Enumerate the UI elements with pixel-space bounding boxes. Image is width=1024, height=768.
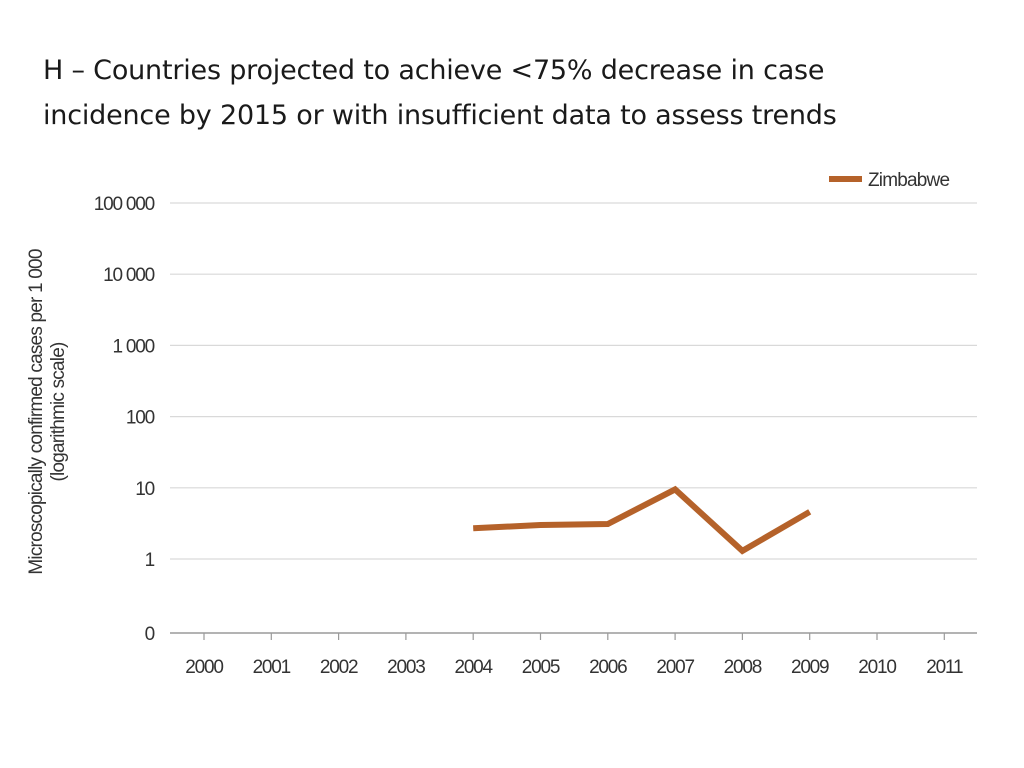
y-tick-label: 0 (145, 624, 155, 645)
x-tick-label: 2002 (320, 657, 358, 678)
y-tick-label: 1 000 (112, 336, 154, 357)
y-tick-label: 100 000 (94, 194, 155, 215)
y-tick-label: 10 (135, 479, 154, 500)
y-tick-label: 1 (145, 550, 155, 571)
series-line-zimbabwe (473, 485, 812, 555)
x-tick-label: 2000 (185, 657, 223, 678)
y-tick-label: 10 000 (103, 265, 155, 286)
x-tick-label: 2004 (454, 657, 493, 678)
chart-title-line-2: incidence by 2015 or with insufficient d… (43, 100, 837, 131)
x-tick-label: 2009 (791, 657, 829, 678)
y-axis-title-line-2: (logarithmic scale) (48, 342, 69, 481)
grid-lines (170, 202, 977, 560)
x-tick-label: 2008 (724, 657, 762, 678)
x-tick-label: 2011 (926, 657, 963, 678)
series-lines (473, 485, 812, 555)
legend: Zimbabwe (829, 170, 950, 191)
x-tick-label: 2003 (387, 657, 425, 678)
y-tick-label: 100 (126, 408, 155, 429)
x-tick-label: 2010 (858, 657, 896, 678)
x-tick-label: 2006 (589, 657, 627, 678)
x-tick-label: 2001 (253, 657, 291, 678)
legend-label: Zimbabwe (868, 170, 949, 191)
y-tick-labels: 0 1 10 100 1 000 10 000 100 000 (94, 194, 156, 645)
x-tick-labels: 2000 2001 2002 2003 2004 2005 2006 2007 2008 2009… (185, 633, 964, 678)
chart-title-line-1: H – Countries projected to achieve <75% … (43, 55, 825, 86)
x-tick-label: 2005 (522, 657, 560, 678)
x-tick-label: 2007 (656, 657, 694, 678)
y-axis-title-line-1: Microscopically confirmed cases per 1 00… (26, 249, 47, 574)
